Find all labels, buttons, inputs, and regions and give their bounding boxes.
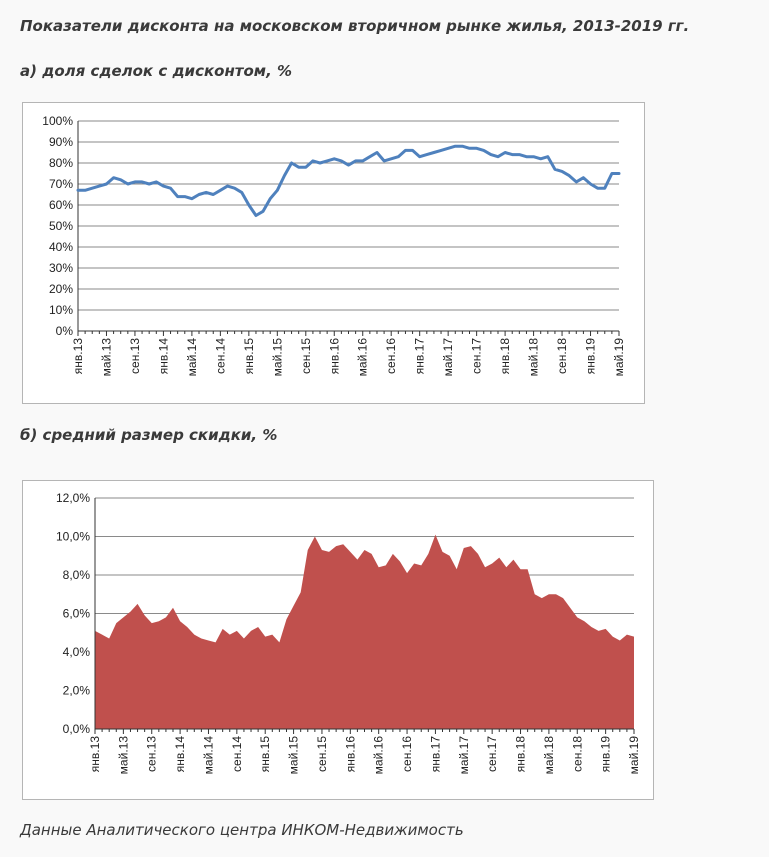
- y-tick-label: 8,0%: [63, 568, 91, 582]
- x-tick-label: янв.16: [327, 338, 341, 375]
- x-tick-label: янв.17: [413, 338, 427, 375]
- y-tick-label: 0,0%: [63, 722, 91, 736]
- y-tick-label: 6,0%: [63, 607, 91, 621]
- x-tick-label: янв.18: [498, 338, 512, 375]
- y-tick-label: 10,0%: [56, 530, 90, 544]
- x-tick-label: янв.16: [343, 736, 357, 773]
- y-tick-label: 10%: [49, 303, 73, 317]
- x-tick-label: май.13: [116, 736, 130, 775]
- x-tick-label: май.15: [270, 338, 284, 377]
- page-title: Показатели дисконта на московском вторич…: [20, 17, 690, 35]
- x-tick-label: май.19: [627, 736, 641, 775]
- line-series: [76, 144, 621, 217]
- y-tick-label: 4,0%: [63, 645, 91, 659]
- x-tick-label: сен.16: [384, 338, 398, 374]
- discount-share-chart: 0% 10% 20% 30% 40% 50% 60% 70% 80% 90% 100% янв.13 м…: [22, 102, 645, 404]
- chart-b-title: б) средний размер скидки, %: [20, 426, 278, 444]
- x-tick-label: май.15: [287, 736, 301, 775]
- y-tick-label: 12,0%: [56, 491, 90, 505]
- x-tick-label: сен.14: [230, 736, 244, 772]
- source-note: Данные Аналитического центра ИНКОМ-Недви…: [20, 821, 464, 839]
- x-tick-label: май.19: [612, 338, 626, 377]
- x-tick-label: янв.13: [71, 338, 85, 375]
- y-tick-label: 50%: [49, 219, 73, 233]
- x-tick-label: сен.15: [299, 338, 313, 374]
- discount-share-chart-svg: 0% 10% 20% 30% 40% 50% 60% 70% 80% 90% 100% янв.13 м…: [42, 114, 626, 377]
- x-tick-label: сен.16: [400, 736, 414, 772]
- y-tick-label: 70%: [49, 177, 73, 191]
- x-tick-label: янв.19: [599, 736, 613, 773]
- y-tick-label: 0%: [56, 324, 74, 338]
- x-tick-label: май.14: [201, 736, 215, 775]
- x-tick-label: янв.14: [173, 736, 187, 773]
- discount-size-chart-svg: 0,0% 2,0% 4,0% 6,0% 8,0% 10,0% 12,0% янв.13 май.…: [56, 491, 641, 775]
- x-tick-label: сен.17: [470, 338, 484, 374]
- x-tick-label: сен.18: [570, 736, 584, 772]
- x-tick-label: май.13: [99, 338, 113, 377]
- y-tick-label: 80%: [49, 156, 73, 170]
- discount-size-chart: 0,0% 2,0% 4,0% 6,0% 8,0% 10,0% 12,0% янв.13 май.…: [22, 480, 654, 800]
- chart-a-title: а) доля сделок с дисконтом, %: [20, 62, 293, 80]
- x-tick-label: май.17: [441, 338, 455, 377]
- x-tick-label: май.17: [457, 736, 471, 775]
- x-tick-label: янв.18: [514, 736, 528, 773]
- y-tick-label: 60%: [49, 198, 73, 212]
- y-tick-label: 2,0%: [63, 684, 91, 698]
- x-tick-label: май.16: [372, 736, 386, 775]
- y-tick-label: 40%: [49, 240, 73, 254]
- x-tick-label: май.18: [527, 338, 541, 377]
- x-tick-label: сен.14: [213, 338, 227, 374]
- x-tick-label: май.16: [356, 338, 370, 377]
- y-tick-label: 100%: [42, 114, 73, 128]
- x-tick-label: май.18: [542, 736, 556, 775]
- x-tick-label: сен.18: [555, 338, 569, 374]
- x-tick-label: янв.19: [584, 338, 598, 375]
- x-tick-label: янв.15: [258, 736, 272, 773]
- x-tick-label: янв.17: [428, 736, 442, 773]
- area-series: [95, 534, 634, 729]
- x-tick-label: май.14: [185, 338, 199, 377]
- x-tick-label: янв.15: [242, 338, 256, 375]
- y-tick-label: 30%: [49, 261, 73, 275]
- y-tick-label: 90%: [49, 135, 73, 149]
- x-tick-label: сен.13: [145, 736, 159, 772]
- y-tick-label: 20%: [49, 282, 73, 296]
- x-tick-label: янв.14: [156, 338, 170, 375]
- x-tick-label: сен.13: [128, 338, 142, 374]
- x-tick-label: сен.15: [315, 736, 329, 772]
- x-tick-label: янв.13: [88, 736, 102, 773]
- x-tick-label: сен.17: [485, 736, 499, 772]
